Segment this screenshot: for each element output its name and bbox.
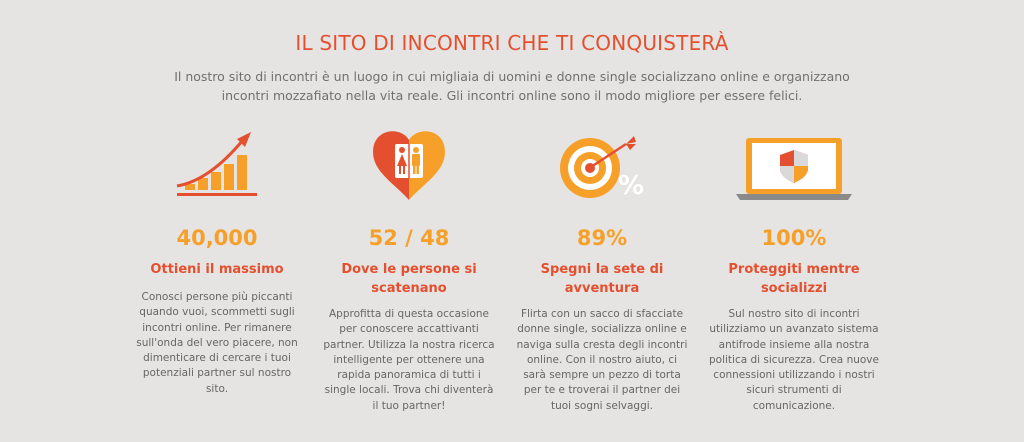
feature-title: Proteggiti mentre socializzi <box>728 262 860 296</box>
feature-title: Ottieni il massimo <box>150 262 284 277</box>
feature-column-people: 52 / 48 Dove le persone si scatenano App… <box>317 128 501 414</box>
svg-text:%: % <box>618 171 644 201</box>
stat-value: 40,000 <box>176 226 258 250</box>
growth-chart-icon <box>125 128 309 208</box>
heart-couple-icon <box>317 128 501 208</box>
feature-description: Sul nostro sito di incontri utilizziamo … <box>709 308 879 412</box>
feature-title: Dove le persone si scatenano <box>341 262 477 296</box>
stat-value: 100% <box>761 226 827 250</box>
laptop-shield-icon <box>702 128 886 208</box>
stat-value: 89% <box>576 226 628 250</box>
page-title: IL SITO DI INCONTRI CHE TI CONQUISTERÀ <box>295 31 729 55</box>
feature-description: Approfitta di questa occasione per conos… <box>323 308 495 412</box>
feature-column-security: 100% Proteggiti mentre socializzi Sul no… <box>702 128 886 414</box>
feature-title: Spegni la sete di avventura <box>540 262 664 296</box>
feature-description: Flirta con un sacco di sfacciate donne s… <box>516 308 688 412</box>
stat-value: 52 / 48 <box>368 226 450 250</box>
feature-column-target: % 89% Spegni la sete di avventura Flirta… <box>510 128 694 414</box>
feature-column-growth: 40,000 Ottieni il massimo Conosci person… <box>125 128 309 397</box>
target-percent-icon: % <box>510 128 694 208</box>
intro-text: Il nostro sito di incontri è un luogo in… <box>174 69 850 103</box>
feature-description: Conosci persone più piccanti quando vuoi… <box>136 291 298 395</box>
